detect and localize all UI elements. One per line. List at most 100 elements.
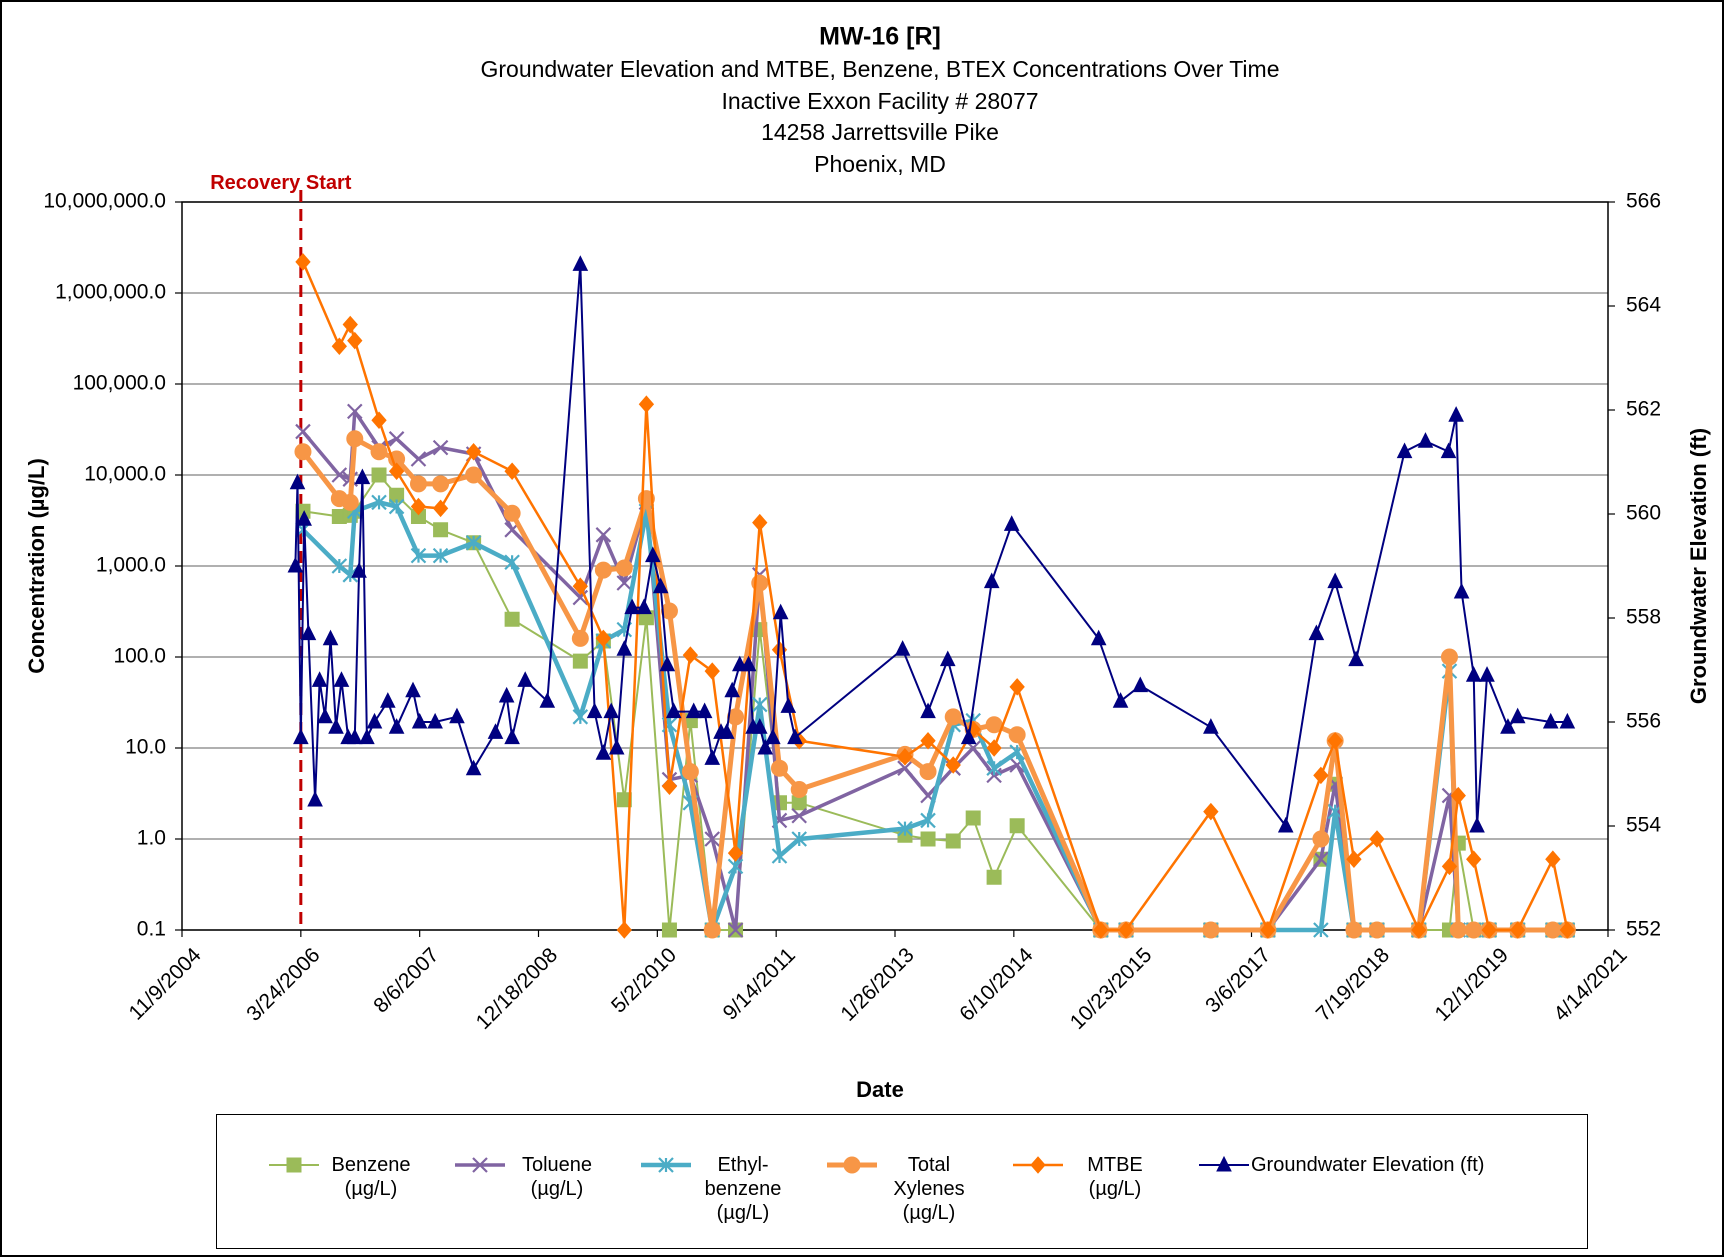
x-tick-label: 6/10/2014 [955, 943, 1038, 1026]
marker [965, 720, 981, 739]
legend-swatch [455, 1157, 505, 1173]
marker [1277, 816, 1294, 833]
x-tick-label: 3/6/2017 [1201, 943, 1275, 1017]
marker [371, 467, 387, 483]
marker [504, 728, 520, 745]
marker [1465, 666, 1482, 682]
marker [307, 790, 323, 807]
marker [328, 718, 344, 734]
marker [341, 493, 359, 511]
marker [986, 767, 1002, 784]
y2-tick-label: 554 [1626, 814, 1661, 837]
marker [919, 763, 937, 781]
marker [572, 255, 589, 271]
marker [371, 494, 387, 511]
marker [986, 760, 1002, 776]
marker [986, 869, 1002, 885]
marker [410, 547, 427, 564]
chart-title: MW-16 [R] [819, 23, 941, 51]
annotation-label: Recovery Start [210, 172, 352, 194]
y2-tick-label: 566 [1626, 190, 1661, 213]
marker [595, 527, 612, 543]
marker [366, 712, 383, 729]
y2-tick-label: 562 [1626, 398, 1661, 421]
marker [1260, 921, 1276, 939]
marker [388, 498, 405, 515]
y-axis-title: Concentration (µg/L) [24, 458, 49, 674]
marker [791, 807, 807, 824]
y2-axis-title: Groundwater Elevation (ft) [1686, 428, 1711, 704]
marker [1118, 921, 1134, 939]
marker [294, 443, 312, 461]
marker [594, 561, 612, 579]
marker [1008, 726, 1026, 744]
marker [465, 759, 482, 776]
marker [1009, 818, 1025, 834]
marker [1203, 802, 1219, 821]
y-tick-label: 1,000,000.0 [55, 281, 166, 304]
marker [920, 831, 936, 847]
legend: Benzene (µg/L) Toluene (µg/L) Ethyl-benzen… [216, 1114, 1588, 1249]
marker [718, 723, 735, 739]
marker [638, 395, 655, 413]
marker [388, 431, 405, 447]
marker [1500, 718, 1516, 734]
marker [586, 702, 603, 719]
chart-subtitle: Inactive Exxon Facility # 28077 [721, 88, 1038, 114]
x-tick-label: 5/2/2010 [607, 943, 681, 1017]
marker [1369, 830, 1385, 848]
marker [295, 423, 311, 440]
legend-swatch [827, 1156, 877, 1174]
x-axis-title: Date [856, 1077, 904, 1102]
marker [1544, 921, 1562, 939]
marker [1466, 850, 1482, 868]
marker [487, 723, 504, 739]
marker [351, 562, 367, 578]
marker [681, 763, 699, 781]
marker [944, 708, 962, 726]
marker [371, 411, 387, 429]
x-tick-label: 3/24/2006 [242, 943, 324, 1025]
marker [293, 728, 309, 745]
legend-entry: MTBE (µg/L) [1011, 1153, 1165, 1248]
marker [1440, 648, 1458, 666]
marker [1009, 678, 1025, 696]
chart-subtitle: 14258 Jarrettsville Pike [761, 119, 999, 145]
marker [727, 708, 745, 726]
legend-entry: Benzene (µg/L) [267, 1153, 421, 1248]
marker [960, 728, 977, 745]
y2-tick-label: 564 [1626, 294, 1661, 317]
marker [616, 921, 632, 939]
marker [945, 756, 961, 774]
marker [1510, 921, 1526, 939]
legend-label: Toluene (µg/L) [521, 1154, 593, 1200]
marker [572, 653, 588, 669]
marker [331, 467, 348, 483]
legend-label: Ethyl-benzene (µg/L) [704, 1154, 782, 1224]
marker [727, 922, 744, 938]
marker [752, 513, 768, 532]
marker [1559, 712, 1576, 729]
marker [986, 739, 1002, 757]
marker [652, 577, 669, 594]
marker [661, 777, 678, 795]
marker [624, 598, 640, 615]
marker [751, 718, 768, 734]
legend-swatch [1013, 1156, 1063, 1174]
marker [300, 624, 317, 641]
marker [603, 702, 620, 719]
marker [504, 462, 520, 480]
marker [660, 602, 678, 620]
marker [347, 403, 363, 420]
marker [465, 534, 482, 551]
marker [727, 844, 744, 862]
marker [410, 451, 427, 467]
marker [983, 572, 1000, 589]
marker [317, 707, 333, 724]
y2-tick-label: 558 [1626, 606, 1661, 629]
marker [704, 662, 720, 680]
marker [765, 728, 781, 745]
marker [965, 810, 981, 826]
